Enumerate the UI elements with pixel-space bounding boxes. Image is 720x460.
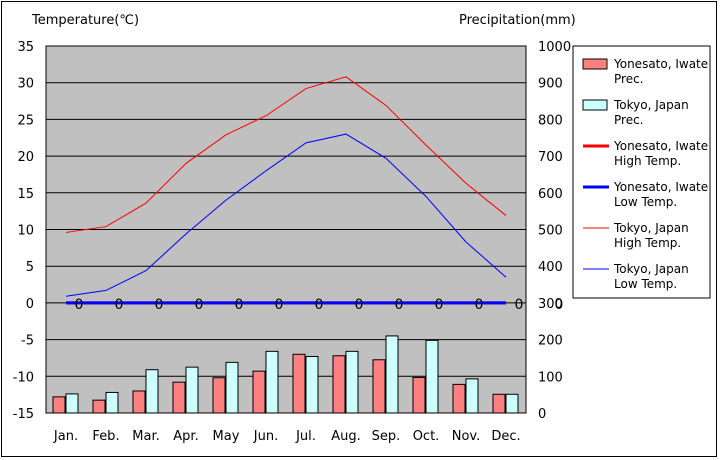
legend-swatch: [582, 99, 608, 111]
zero-label: 0: [555, 297, 564, 313]
zero-label: 0: [275, 297, 284, 313]
left-tick-label: 5: [26, 260, 34, 275]
right-tick-label: 300: [538, 297, 563, 312]
bar-tokyo-prec: [425, 339, 439, 414]
left-tick-label: 25: [17, 113, 34, 128]
bar-tokyo-prec: [185, 366, 199, 414]
line-series-2: [65, 76, 507, 233]
zero-label: 0: [355, 297, 364, 313]
legend-label: High Temp.: [614, 154, 681, 168]
bar-yonesato-prec: [292, 353, 306, 414]
right-tick-label: 700: [538, 150, 563, 165]
legend-label: Yonesato, Iwate: [613, 180, 708, 194]
right-tick-label: 800: [538, 113, 563, 128]
x-tick-label: Jul.: [295, 429, 316, 444]
right-tick-label: 500: [538, 224, 563, 239]
zero-label: 0: [475, 297, 484, 313]
right-tick-label: 100: [538, 370, 563, 385]
line-series-3: [65, 133, 507, 297]
legend-label: High Temp.: [614, 236, 681, 250]
x-tick-label: Apr.: [173, 429, 198, 444]
left-tick-label: 0: [26, 297, 34, 312]
legend-label: Prec.: [614, 113, 644, 127]
left-tick-label: -10: [13, 370, 34, 385]
zero-label: 0: [155, 297, 164, 313]
x-tick-label: Aug.: [331, 429, 361, 444]
zero-label: 0: [75, 297, 84, 313]
zero-label: 0: [115, 297, 124, 313]
left-axis-title: Temperature(℃): [32, 13, 140, 28]
bar-tokyo-prec: [305, 355, 319, 414]
bar-yonesato-prec: [92, 399, 106, 414]
x-tick-label: Jun.: [253, 429, 278, 444]
legend-label: Tokyo, Japan: [613, 98, 689, 112]
right-tick-label: 900: [538, 77, 563, 92]
left-tick-label: -5: [21, 334, 34, 349]
legend-label: Prec.: [614, 72, 644, 86]
zero-label: 0: [395, 297, 404, 313]
right-tick-label: 1000: [538, 40, 571, 55]
bar-tokyo-prec: [105, 391, 119, 414]
bar-yonesato-prec: [172, 381, 186, 414]
bar-tokyo-prec: [465, 378, 479, 414]
bar-tokyo-prec: [225, 361, 239, 414]
x-tick-label: Jan.: [53, 429, 78, 444]
legend-label: Tokyo, Japan: [613, 221, 689, 235]
legend-label: Yonesato, Iwate: [613, 139, 708, 153]
bar-tokyo-prec: [345, 350, 359, 414]
legend-swatch: [582, 58, 608, 70]
x-tick-label: Nov.: [452, 429, 481, 444]
right-tick-label: 200: [538, 334, 563, 349]
x-tick-label: Dec.: [491, 429, 520, 444]
right-axis-title: Precipitation(mm): [459, 13, 576, 28]
zero-label: 0: [315, 297, 324, 313]
legend: [572, 45, 711, 299]
bar-yonesato-prec: [412, 376, 426, 414]
zero-label: 0: [195, 297, 204, 313]
right-tick-label: 0: [538, 407, 546, 422]
right-tick-label: 400: [538, 260, 563, 275]
x-tick-label: Feb.: [92, 429, 119, 444]
left-tick-label: 10: [17, 224, 34, 239]
legend-label: Low Temp.: [614, 277, 677, 291]
x-tick-label: May: [213, 429, 240, 444]
bar-tokyo-prec: [265, 350, 279, 414]
right-tick-label: 600: [538, 187, 563, 202]
legend-label: Yonesato, Iwate: [613, 57, 708, 71]
zero-label: 0: [435, 297, 444, 313]
zero-label: 0: [235, 297, 244, 313]
bar-yonesato-prec: [252, 370, 266, 414]
left-tick-label: 35: [17, 40, 34, 55]
bar-tokyo-prec: [65, 393, 79, 414]
bar-tokyo-prec: [145, 369, 159, 414]
bar-yonesato-prec: [492, 393, 506, 414]
x-tick-label: Oct.: [413, 429, 440, 444]
legend-label: Low Temp.: [614, 195, 677, 209]
zero-label: 0: [515, 297, 524, 313]
left-tick-label: -15: [13, 407, 34, 422]
bar-yonesato-prec: [212, 377, 226, 414]
left-tick-label: 20: [17, 150, 34, 165]
bar-tokyo-prec: [385, 335, 399, 414]
bar-yonesato-prec: [452, 383, 466, 414]
legend-label: Tokyo, Japan: [613, 262, 689, 276]
x-tick-label: Sep.: [372, 429, 401, 444]
bar-yonesato-prec: [372, 359, 386, 414]
bar-yonesato-prec: [332, 355, 346, 414]
left-tick-label: 15: [17, 187, 34, 202]
bar-yonesato-prec: [52, 396, 66, 414]
x-tick-label: Mar.: [132, 429, 159, 444]
bar-tokyo-prec: [505, 393, 519, 414]
bar-yonesato-prec: [132, 390, 146, 414]
left-tick-label: 30: [17, 77, 34, 92]
